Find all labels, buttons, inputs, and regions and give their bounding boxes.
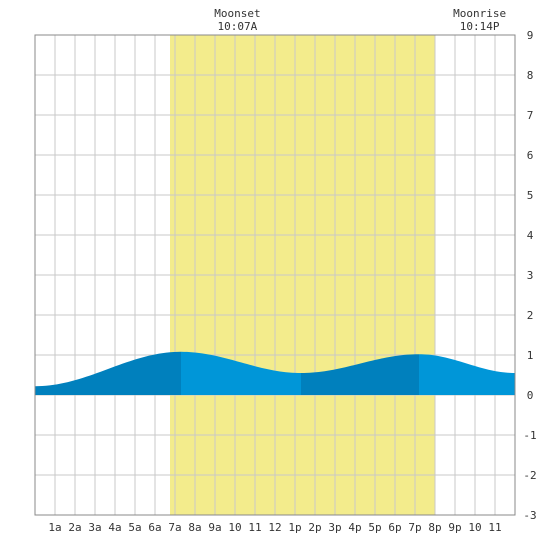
y-tick-label: -2 xyxy=(523,469,536,482)
x-tick-label: 6a xyxy=(148,521,161,534)
tide-falling-segment xyxy=(181,351,301,395)
x-tick-label: 12 xyxy=(268,521,281,534)
y-tick-label: 7 xyxy=(527,109,534,122)
x-axis-labels: 1a 2a 3a 4a 5a 6a 7a 8a 9a 10 11 12 1p 2p 3p 4p 5p 6p 7p 8p… xyxy=(48,521,501,534)
moon-event-title: Moonset xyxy=(214,7,260,20)
x-tick-label: 6p xyxy=(388,521,401,534)
plot-border xyxy=(34,34,516,516)
y-tick-label: 6 xyxy=(527,149,534,162)
y-axis-labels: 9 8 7 6 5 4 3 2 1 0 -1 -2 -3 xyxy=(523,29,536,522)
y-tick-label: 5 xyxy=(527,189,534,202)
x-tick-label: 8a xyxy=(188,521,201,534)
y-tick-label: 2 xyxy=(527,309,534,322)
y-tick-label: 8 xyxy=(527,69,534,82)
y-tick-label: 9 xyxy=(527,29,534,42)
x-tick-label: 5p xyxy=(368,521,381,534)
x-tick-label: 7a xyxy=(168,521,181,534)
y-tick-label: 3 xyxy=(527,269,534,282)
y-tick-label: 4 xyxy=(527,229,534,242)
x-tick-label: 7p xyxy=(408,521,421,534)
y-tick-label: -3 xyxy=(523,509,536,522)
x-tick-label: 3a xyxy=(88,521,101,534)
moon-event-title: Moonrise xyxy=(453,7,506,20)
y-tick-label: 1 xyxy=(527,349,534,362)
y-tick-label: 0 xyxy=(527,389,534,402)
x-tick-label: 4a xyxy=(108,521,121,534)
x-tick-label: 2a xyxy=(68,521,81,534)
tide-falling-segment xyxy=(419,354,515,395)
x-tick-label: 11 xyxy=(488,521,501,534)
x-tick-label: 11 xyxy=(248,521,261,534)
x-tick-label: 4p xyxy=(348,521,361,534)
tide-rising-segment xyxy=(301,354,419,395)
tide-area xyxy=(35,351,515,395)
x-tick-label: 9p xyxy=(448,521,461,534)
x-tick-label: 10 xyxy=(228,521,241,534)
x-tick-label: 3p xyxy=(328,521,341,534)
moon-event-time: 10:07A xyxy=(218,20,258,33)
x-tick-label: 5a xyxy=(128,521,141,534)
x-tick-label: 2p xyxy=(308,521,321,534)
y-tick-label: -1 xyxy=(523,429,536,442)
x-tick-label: 10 xyxy=(468,521,481,534)
x-tick-label: 1a xyxy=(48,521,61,534)
moon-event-time: 10:14P xyxy=(460,20,500,33)
x-tick-label: 8p xyxy=(428,521,441,534)
tide-rising-segment xyxy=(35,351,181,395)
x-tick-label: 9a xyxy=(208,521,221,534)
x-tick-label: 1p xyxy=(288,521,301,534)
